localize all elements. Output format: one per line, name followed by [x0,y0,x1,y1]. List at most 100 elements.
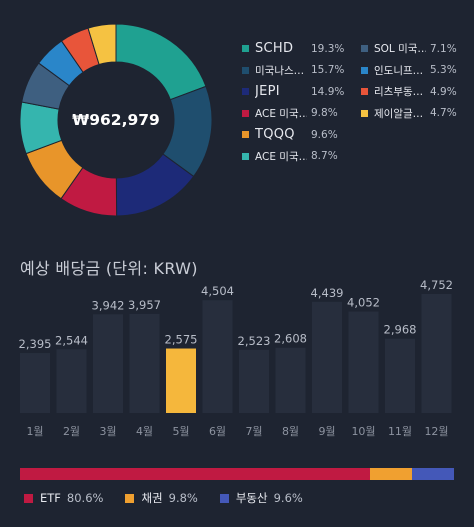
month-label: 10월 [351,425,375,438]
bar-10 [348,311,379,413]
holdings-donut-chart: ₩962,979 [19,23,213,217]
allocation-segment [369,468,413,480]
legend-swatch [242,88,249,96]
legend-swatch [242,109,249,117]
dividend-section-title: 예상 배당금 (단위: KRW) [20,259,198,278]
month-label: 7월 [245,425,262,438]
legend-name: ACE 미국… [255,107,307,120]
legend-percent: 15.7% [311,64,345,77]
month-label: 12월 [424,425,448,438]
bar-value-label: 2,575 [165,333,198,347]
legend-swatch [361,66,368,74]
legend-swatch [242,152,249,160]
legend-name: 리츠부동… [374,86,424,99]
legend-swatch [242,45,249,53]
bar-9 [312,301,342,413]
legend-item: 제이알글… 4.7% [361,103,461,125]
month-label: 2월 [63,425,80,438]
allocation-percent: 80.6% [66,491,104,505]
allocation-swatch [24,493,33,503]
legend-item: 인도니프… 5.3% [361,60,461,82]
bar-value-label: 3,942 [92,298,125,312]
holdings-legend-right: SOL 미국… 7.1% 인도니프… 5.3% 리츠부동… 4.9% 제이알글… 4.7% [361,38,461,124]
legend-swatch [361,45,368,53]
legend-percent: 8.7% [311,150,338,163]
legend-swatch [361,109,368,117]
bar-value-label: 2,968 [384,323,417,337]
legend-item: SCHD 19.3% [242,38,352,60]
bar-3 [93,314,123,413]
month-label: 5월 [172,425,189,438]
asset-allocation-bar [20,468,454,480]
legend-name: 미국나스… [255,64,305,77]
bar-value-label: 2,523 [238,334,271,348]
bar-5 [166,348,196,413]
bar-value-label: 4,504 [201,284,234,298]
legend-name: JEPI [255,84,280,100]
legend-percent: 9.6% [311,128,338,141]
allocation-legend-item: ETF 80.6% [24,491,103,505]
total-value: ₩962,979 [72,111,160,129]
allocation-legend-item: 부동산 9.6% [219,490,303,506]
legend-swatch [242,66,249,74]
bar-value-label: 3,957 [128,298,161,312]
allocation-swatch [125,493,135,503]
monthly-dividend-bar-chart: 2,395 1월 2,544 2월 3,942 3월 3,957 4월 2,575 5월 4,504… [19,280,453,438]
legend-percent: 4.7% [430,107,457,120]
month-label: 9월 [318,425,335,438]
bar-2 [56,349,87,413]
bar-6 [202,300,233,413]
bar-7 [239,349,269,413]
legend-item: SOL 미국… 7.1% [361,38,461,60]
legend-name: ACE 미국… [255,150,307,163]
bar-12 [421,294,452,413]
legend-item: TQQQ 9.6% [242,124,352,146]
legend-percent: 7.1% [430,42,457,55]
bar-11 [385,338,415,413]
allocation-legend-item: 채권 9.8% [125,490,198,506]
legend-item: 미국나스… 15.7% [242,60,352,82]
donut-slice-9 [87,23,117,66]
month-label: 8월 [282,425,299,438]
allocation-percent: 9.8% [168,491,198,505]
legend-percent: 5.3% [430,64,457,77]
legend-name: 인도니프… [374,64,424,77]
legend-swatch [242,131,249,139]
bar-value-label: 2,544 [55,333,88,347]
allocation-segment [412,468,454,480]
legend-percent: 9.8% [311,107,338,120]
legend-swatch [361,88,368,96]
legend-name: SOL 미국… [374,43,426,56]
legend-item: JEPI 14.9% [242,81,352,103]
allocation-name: 채권 [141,491,163,505]
month-label: 3월 [99,425,116,438]
allocation-percent: 9.6% [273,491,303,505]
allocation-name: ETF [40,491,61,505]
allocation-segment [20,468,370,480]
holdings-legend-left: SCHD 19.3% 미국나스… 15.7% JEPI 14.9% ACE 미국… 9.8% T… [242,38,352,167]
legend-item: ACE 미국… 8.7% [242,146,352,168]
bar-8 [275,347,306,413]
bar-value-label: 4,052 [347,296,380,310]
asset-allocation-legend: ETF 80.6% 채권 9.8% 부동산 9.6% [24,490,325,506]
legend-name: 제이알글… [374,107,424,120]
legend-name: TQQQ [255,127,295,143]
month-label: 11월 [388,425,412,438]
month-label: 1월 [26,425,43,438]
allocation-swatch [219,493,229,503]
legend-item: 리츠부동… 4.9% [361,81,461,103]
legend-item: ACE 미국… 9.8% [242,103,352,125]
allocation-name: 부동산 [235,491,268,505]
legend-percent: 14.9% [311,85,345,98]
legend-name: SCHD [255,41,294,57]
legend-percent: 19.3% [311,42,345,55]
month-label: 4월 [136,425,153,438]
bar-4 [129,313,160,413]
bar-value-label: 4,439 [311,286,344,300]
month-label: 6월 [209,425,226,438]
donut-slice-0 [115,23,207,101]
bar-value-label: 2,395 [19,337,52,351]
bar-value-label: 2,608 [274,332,307,346]
bar-1 [20,353,50,413]
bar-value-label: 4,752 [420,280,453,292]
